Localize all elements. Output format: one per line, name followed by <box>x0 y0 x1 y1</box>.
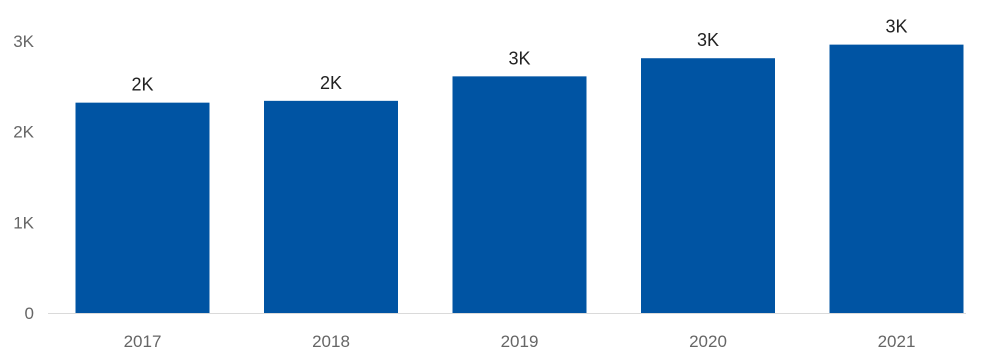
bar-2019[interactable] <box>452 76 587 313</box>
y-tick-label: 1K <box>13 213 34 232</box>
data-label-2019: 3K <box>508 48 530 68</box>
bar-2018[interactable] <box>264 100 398 313</box>
x-tick-label-2019: 2019 <box>501 332 539 351</box>
x-tick-label-2017: 2017 <box>124 332 162 351</box>
y-tick-label: 3K <box>13 32 34 51</box>
bar-2017[interactable] <box>75 102 210 313</box>
y-axis-ticks: 0 1K 2K 3K <box>13 32 34 323</box>
bar-2021[interactable] <box>829 44 964 313</box>
x-tick-label-2018: 2018 <box>312 332 350 351</box>
y-tick-label: 2K <box>13 123 34 142</box>
data-label-2017: 2K <box>131 75 153 95</box>
data-label-2021: 3K <box>885 17 907 37</box>
x-tick-label-2020: 2020 <box>689 332 727 351</box>
data-label-2020: 3K <box>697 30 719 50</box>
bars <box>75 44 964 313</box>
y-tick-label: 0 <box>25 304 34 323</box>
data-labels: 2K 2K 3K 3K 3K <box>131 17 907 95</box>
x-axis-ticks: 2017 2018 2019 2020 2021 <box>124 332 916 351</box>
bar-2020[interactable] <box>641 58 775 313</box>
data-label-2018: 2K <box>320 73 342 93</box>
x-tick-label-2021: 2021 <box>878 332 916 351</box>
